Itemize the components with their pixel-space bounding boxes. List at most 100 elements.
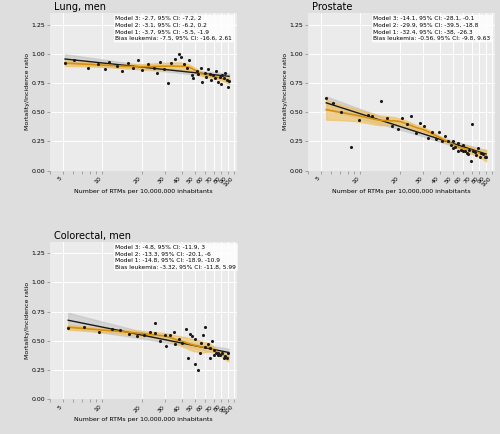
Point [176, 54, 184, 61]
Point [479, 151, 487, 158]
Point [134, 56, 141, 63]
Point [202, 74, 210, 81]
Point [459, 141, 467, 148]
Point [167, 60, 175, 67]
Point [428, 128, 436, 135]
Point [420, 123, 428, 130]
Point [470, 148, 478, 155]
Point [454, 139, 462, 146]
Point [480, 153, 488, 160]
Point [175, 335, 183, 342]
Point [156, 59, 164, 66]
Point [130, 64, 138, 71]
Point [466, 146, 473, 153]
Point [191, 335, 199, 342]
Point [160, 66, 168, 72]
Point [211, 75, 219, 82]
Point [210, 352, 218, 358]
Point [172, 341, 179, 348]
Point [470, 148, 478, 155]
Point [170, 328, 178, 335]
Point [382, 115, 390, 122]
Point [70, 56, 78, 63]
Point [221, 69, 229, 76]
Point [204, 66, 212, 72]
Point [180, 61, 188, 68]
Point [210, 72, 218, 79]
Point [224, 83, 232, 90]
Point [222, 76, 230, 83]
Point [214, 349, 222, 356]
Point [220, 355, 228, 362]
Point [64, 325, 72, 332]
Point [407, 112, 415, 119]
Point [105, 59, 113, 66]
Point [201, 323, 209, 330]
Point [138, 67, 146, 74]
Text: Prostate: Prostate [312, 2, 352, 12]
Point [322, 95, 330, 102]
Point [436, 128, 444, 135]
Point [171, 55, 179, 62]
Point [450, 138, 458, 145]
Point [337, 109, 345, 116]
Point [224, 349, 232, 356]
Point [140, 332, 147, 339]
Point [164, 79, 172, 86]
Point [206, 70, 214, 77]
Text: Lung, men: Lung, men [54, 2, 106, 12]
Point [214, 352, 222, 358]
Point [394, 125, 402, 132]
Point [444, 138, 452, 145]
Point [368, 112, 376, 119]
Point [454, 148, 462, 155]
Point [190, 75, 198, 82]
X-axis label: Number of RTMs per 10,000,000 inhabitants: Number of RTMs per 10,000,000 inhabitant… [332, 189, 471, 194]
Point [464, 151, 471, 158]
Point [124, 60, 132, 67]
Point [412, 130, 420, 137]
Point [197, 64, 205, 71]
Point [388, 123, 396, 130]
Text: Model 3: -2.7, 95% CI: -7.2, 2
Model 2: -3.1, 95% CI: -6.2, 0.2
Model 1: -3.7, 9: Model 3: -2.7, 95% CI: -7.2, 2 Model 2: … [116, 16, 232, 41]
Point [424, 135, 432, 141]
Point [438, 138, 446, 145]
Point [144, 61, 152, 68]
Point [162, 332, 170, 339]
Point [162, 342, 170, 349]
Point [184, 56, 192, 63]
Point [482, 153, 490, 160]
Point [476, 153, 484, 160]
Point [112, 62, 120, 69]
Point [190, 361, 198, 368]
Point [178, 340, 186, 347]
Point [192, 68, 200, 75]
Point [356, 117, 364, 124]
Point [182, 326, 190, 333]
Point [61, 60, 69, 67]
Point [196, 349, 204, 356]
Text: Model 3: -14.1, 95% CI: -28.1, -0.1
Model 2: -29.9, 95% CI: -39.5, -18.8
Model 1: Model 3: -14.1, 95% CI: -28.1, -0.1 Mode… [374, 16, 490, 41]
Point [472, 152, 480, 159]
Point [452, 144, 460, 151]
Point [80, 323, 88, 330]
Point [199, 332, 207, 339]
Point [448, 145, 456, 152]
Point [152, 329, 160, 336]
Point [212, 68, 220, 75]
Point [198, 79, 206, 85]
Point [194, 367, 202, 374]
Point [150, 64, 158, 71]
Point [116, 327, 124, 334]
Point [108, 326, 116, 333]
Point [398, 115, 406, 122]
Point [403, 121, 411, 128]
Point [468, 158, 475, 165]
Point [186, 330, 194, 337]
Point [208, 337, 216, 344]
Point [225, 77, 233, 84]
Point [194, 70, 202, 77]
Point [416, 119, 424, 126]
Point [174, 50, 182, 57]
Point [212, 349, 220, 356]
